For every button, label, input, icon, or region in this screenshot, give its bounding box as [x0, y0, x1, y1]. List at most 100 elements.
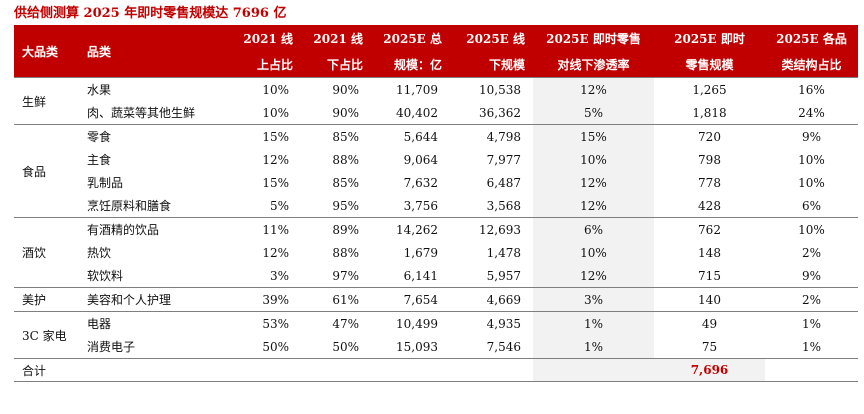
header-offline-scale: 2025E 线 — [450, 25, 533, 52]
total-scale-cell: 5,644 — [371, 124, 450, 148]
structure-share-cell: 6% — [801, 198, 822, 213]
table-row: 软饮料 3% 97% 6,141 5,957 12% 715 9% — [14, 264, 858, 288]
online-share-cell: 15% — [231, 124, 301, 148]
total-scale-cell: 3,756 — [403, 198, 438, 213]
total-scale-cell: 9,064 — [403, 152, 438, 167]
structure-share-cell: 16% — [765, 77, 858, 101]
item-cell: 主食 — [87, 153, 112, 167]
instant-retail-scale-cell: 762 — [654, 217, 765, 241]
offline-scale-cell: 1,478 — [486, 245, 521, 260]
penetration-cell: 6% — [533, 217, 654, 241]
offline-scale-cell: 6,487 — [486, 175, 521, 190]
table-row: 生鲜 水果 10% 90% 11,709 10,538 12% 1,265 16% — [14, 77, 858, 125]
offline-scale-cell: 10,538 — [450, 77, 533, 101]
header-offline-share: 2021 线 — [301, 25, 371, 52]
offline-share-cell: 95% — [332, 198, 359, 213]
structure-share-cell: 10% — [798, 152, 825, 167]
online-share-cell: 50% — [262, 339, 289, 354]
retail-scale-table: 大品类 品类 2021 线 2021 线 2025E 总 2025E 线 202… — [14, 25, 858, 382]
header-total-scale-2: 规模：亿 — [371, 52, 450, 78]
item-cell: 乳制品 — [87, 176, 124, 190]
penetration-cell: 10% — [533, 241, 654, 264]
header-row: 上占比 下占比 规模：亿 下规模 对线下渗透率 零售规模 类结构占比 — [14, 52, 858, 78]
offline-scale-cell: 7,977 — [486, 152, 521, 167]
offline-share-cell: 47% — [301, 311, 371, 335]
structure-share-cell: 2% — [801, 245, 822, 260]
total-scale-cell: 1,679 — [403, 245, 438, 260]
instant-retail-scale-cell: 1,265 — [654, 77, 765, 101]
table-row: 3C 家电 电器 53% 47% 10,499 4,935 1% 49 1% — [14, 311, 858, 359]
online-share-cell: 15% — [262, 175, 289, 190]
total-scale-cell: 10,499 — [371, 311, 450, 335]
category-cell: 食品 — [14, 124, 79, 218]
table-row: 消费电子 50% 50% 15,093 7,546 1% 75 1% — [14, 335, 858, 359]
total-scale-cell: 7,654 — [371, 287, 450, 312]
structure-share-cell: 1% — [801, 339, 822, 354]
penetration-cell: 12% — [533, 171, 654, 194]
item-cell: 消费电子 — [87, 340, 136, 354]
item-cell: 电器 — [79, 311, 231, 335]
offline-scale-cell: 7,546 — [486, 339, 521, 354]
header-penetration: 2025E 即时零售 — [533, 25, 654, 52]
offline-share-cell: 89% — [301, 217, 371, 241]
online-share-cell: 12% — [262, 152, 289, 167]
header-structure-share-2: 类结构占比 — [765, 52, 858, 78]
item-cell: 肉、蔬菜等其他生鲜 — [87, 106, 196, 120]
instant-retail-scale-cell: 428 — [698, 198, 721, 213]
offline-scale-cell: 4,798 — [450, 124, 533, 148]
item-cell: 水果 — [79, 77, 231, 101]
penetration-cell: 1% — [533, 335, 654, 359]
instant-retail-scale-cell: 1,818 — [692, 105, 727, 120]
total-label: 合计 — [14, 358, 79, 382]
structure-share-cell: 10% — [765, 217, 858, 241]
offline-scale-cell: 4,669 — [450, 287, 533, 312]
online-share-cell: 39% — [231, 287, 301, 312]
structure-share-cell: 2% — [765, 287, 858, 312]
total-scale-cell: 6,141 — [403, 268, 438, 283]
table-row: 主食 12% 88% 9,064 7,977 10% 798 10% — [14, 148, 858, 171]
table-row: 乳制品 15% 85% 7,632 6,487 12% 778 10% — [14, 171, 858, 194]
header-instant-retail-scale-2: 零售规模 — [654, 52, 765, 78]
offline-scale-cell: 3,568 — [486, 198, 521, 213]
item-cell: 有酒精的饮品 — [79, 217, 231, 241]
header-item: 品类 — [79, 25, 231, 78]
penetration-cell: 12% — [533, 77, 654, 101]
category-cell: 3C 家电 — [14, 311, 79, 359]
instant-retail-scale-cell: 49 — [654, 311, 765, 335]
item-cell: 烹饪原料和膳食 — [87, 199, 172, 213]
total-scale-cell: 14,262 — [371, 217, 450, 241]
offline-share-cell: 97% — [332, 268, 359, 283]
offline-share-cell: 90% — [301, 77, 371, 101]
penetration-cell: 10% — [533, 148, 654, 171]
instant-retail-scale-cell: 715 — [698, 268, 721, 283]
offline-scale-cell: 12,693 — [450, 217, 533, 241]
online-share-cell: 3% — [269, 268, 289, 283]
total-scale-cell: 40,402 — [396, 105, 438, 120]
penetration-cell: 12% — [533, 194, 654, 218]
table-row: 美护 美容和个人护理 39% 61% 7,654 4,669 3% 140 2% — [14, 287, 858, 312]
total-value: 7,696 — [654, 358, 765, 382]
category-cell: 酒饮 — [14, 217, 79, 288]
table-row: 食品 零食 15% 85% 5,644 4,798 15% 720 9% — [14, 124, 858, 218]
item-cell: 美容和个人护理 — [79, 287, 231, 312]
header-penetration-2: 对线下渗透率 — [533, 52, 654, 78]
total-scale-cell: 7,632 — [403, 175, 438, 190]
table-row: 酒饮 有酒精的饮品 11% 89% 14,262 12,693 6% 762 10% — [14, 217, 858, 288]
instant-retail-scale-cell: 148 — [698, 245, 721, 260]
page-title: 供给侧测算 2025 年即时零售规模达 7696 亿 — [14, 6, 287, 21]
item-cell: 零食 — [79, 124, 231, 148]
total-scale-cell: 15,093 — [396, 339, 438, 354]
header-structure-share: 2025E 各品 — [765, 25, 858, 52]
header-online-share-2: 上占比 — [231, 52, 301, 78]
structure-share-cell: 24% — [798, 105, 825, 120]
online-share-cell: 11% — [231, 217, 301, 241]
header-total-scale: 2025E 总 — [371, 25, 450, 52]
structure-share-cell: 9% — [801, 268, 822, 283]
table-body: 生鲜 水果 10% 90% 11,709 10,538 12% 1,265 16% 肉、蔬菜等其他… — [14, 77, 858, 382]
table-row: 肉、蔬菜等其他生鲜 10% 90% 40,402 36,362 5% 1,818 24% — [14, 101, 858, 125]
instant-retail-scale-cell: 140 — [654, 287, 765, 312]
penetration-cell: 12% — [533, 264, 654, 288]
offline-share-cell: 61% — [301, 287, 371, 312]
online-share-cell: 10% — [231, 77, 301, 101]
penetration-cell: 3% — [533, 287, 654, 312]
